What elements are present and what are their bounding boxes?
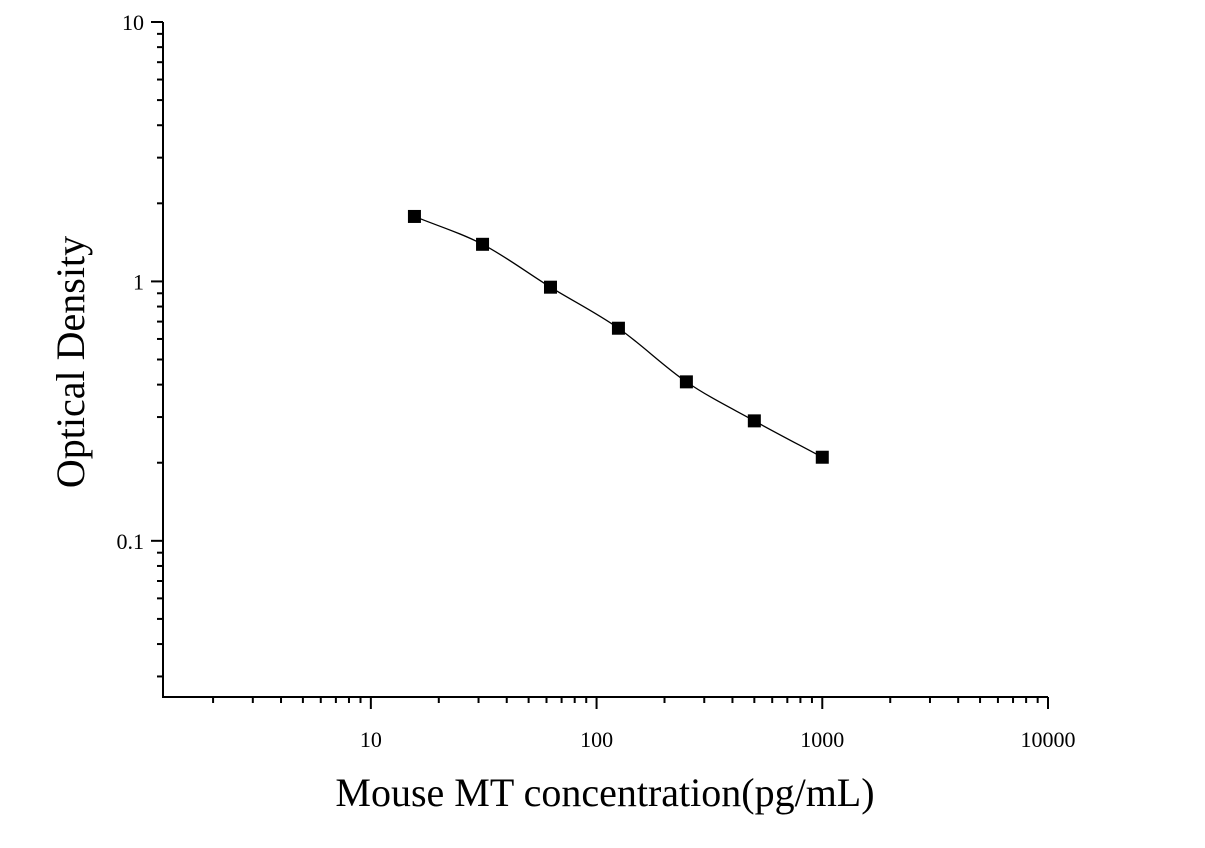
y-tick-label: 0.1 bbox=[117, 529, 145, 554]
fit-curve-layer bbox=[414, 215, 823, 458]
x-tick-label: 100 bbox=[580, 727, 613, 752]
ticks: 10 100 1000 10000 0.1 1 10 bbox=[117, 10, 1076, 752]
data-point bbox=[476, 237, 490, 251]
data-point bbox=[611, 321, 625, 335]
y-tick-label: 1 bbox=[133, 269, 144, 294]
x-tick-label: 10 bbox=[360, 727, 382, 752]
fit-curve bbox=[414, 215, 823, 458]
y-tick-label: 10 bbox=[122, 10, 144, 35]
y-axis-title: Optical Density bbox=[48, 236, 93, 488]
x-axis-title: Mouse MT concentration(pg/mL) bbox=[335, 770, 874, 815]
data-point bbox=[543, 280, 557, 294]
data-point bbox=[747, 414, 761, 428]
axes bbox=[162, 22, 1048, 698]
data-point bbox=[679, 375, 693, 389]
data-point bbox=[407, 209, 421, 223]
data-point bbox=[815, 450, 829, 464]
data-points bbox=[407, 209, 829, 464]
x-tick-label: 1000 bbox=[800, 727, 844, 752]
x-tick-label: 10000 bbox=[1021, 727, 1076, 752]
